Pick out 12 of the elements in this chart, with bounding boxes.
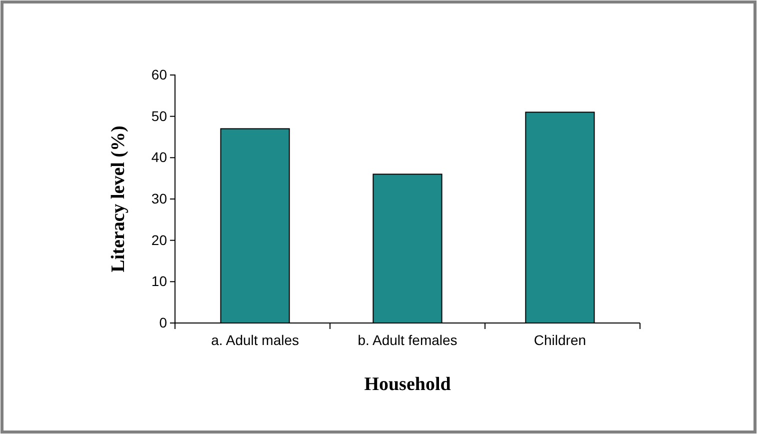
y-tick-label: 60 — [151, 66, 168, 82]
x-tick-label: Children — [534, 332, 586, 348]
x-tick-label: b. Adult females — [358, 332, 458, 348]
y-axis-title: Literacy level (%) — [108, 126, 129, 272]
y-tick-label: 10 — [151, 273, 168, 290]
y-tick-label: 30 — [151, 190, 168, 206]
x-axis-title: Household — [364, 374, 452, 395]
y-tick-label: 20 — [151, 232, 168, 248]
y-tick-label: 50 — [151, 108, 168, 124]
y-tick-label: 0 — [159, 314, 168, 330]
x-tick-label: a. Adult males — [211, 332, 300, 348]
y-tick-label: 40 — [151, 149, 168, 166]
